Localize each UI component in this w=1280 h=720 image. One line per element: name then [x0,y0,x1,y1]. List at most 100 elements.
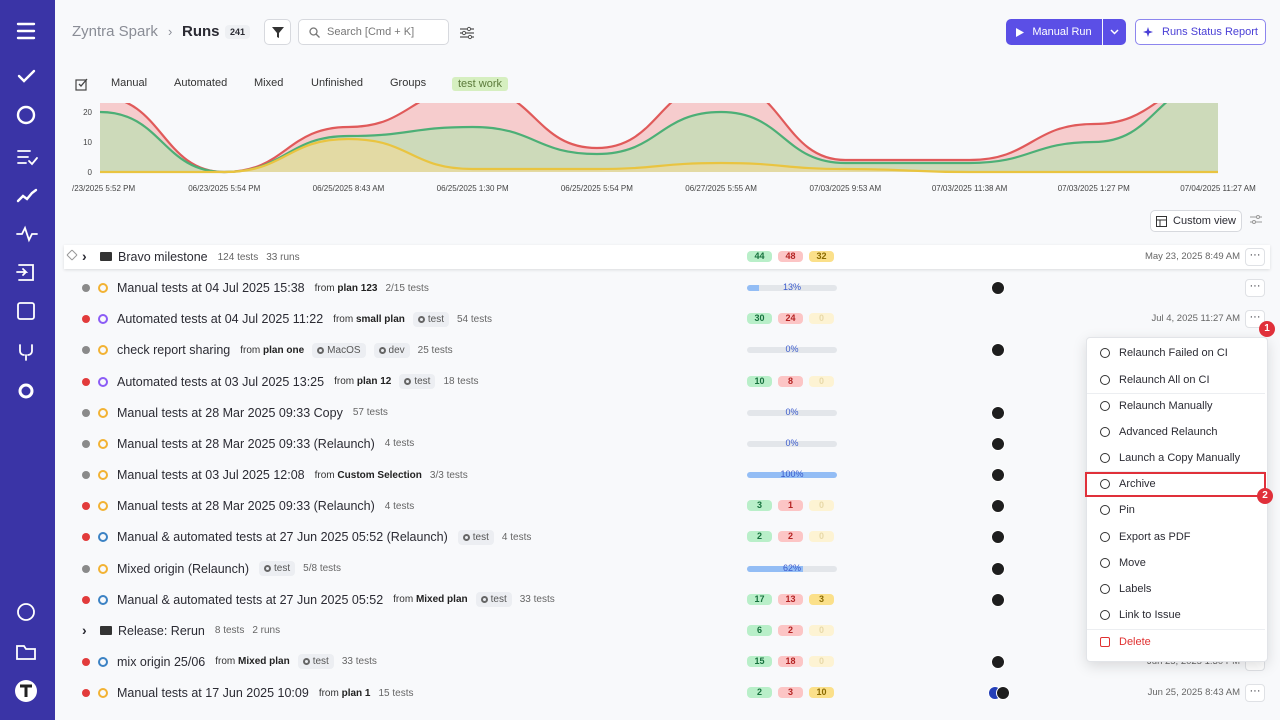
menu-divider [1087,629,1265,630]
settings-icon[interactable] [18,383,34,399]
run-name[interactable]: Manual tests at 28 Mar 2025 09:33 Copy [117,405,343,420]
assignee-avatar[interactable] [991,561,1005,576]
progress-label: 100% [780,469,804,480]
run-name[interactable]: Release: Rerun [118,623,205,638]
highlight-box [1085,472,1266,497]
run-name[interactable]: Manual tests at 28 Mar 2025 09:33 (Relau… [117,499,375,514]
status-count: 0 [809,313,834,325]
assignee-avatar[interactable] [991,468,1005,483]
columns-settings-icon[interactable] [1250,214,1262,226]
expand-chevron[interactable]: › [82,621,87,638]
custom-view-button[interactable]: Custom view [1150,210,1242,232]
test-count: 4 tests [384,500,415,512]
assignee-avatar[interactable] [991,530,1005,545]
plan-name: plan one [263,344,305,356]
assignee-avatar[interactable] [991,436,1005,451]
row-actions[interactable]: ··· [1245,684,1265,703]
status-count: 13 [778,593,803,605]
y-tick-label: 20 [83,108,92,117]
step-badge: 2 [1257,488,1273,504]
tag-icon [480,596,488,604]
menu-icon[interactable] [16,22,36,40]
menu-item[interactable]: Labels [1100,579,1151,599]
tab[interactable]: Manual [111,77,148,89]
run-name[interactable]: Automated tests at 04 Jul 2025 11:22 [117,312,324,327]
run-name[interactable]: Manual & automated tests at 27 Jun 2025 … [117,530,448,545]
row-actions[interactable]: ··· [1245,279,1265,298]
menu-item[interactable]: Move [1100,553,1146,573]
filter-button[interactable] [264,19,291,45]
pulse-icon[interactable] [16,225,38,243]
assignee-avatar[interactable] [991,592,1005,607]
assignee-avatar[interactable] [991,405,1005,420]
view-settings-icon[interactable] [460,26,474,40]
tag-icon [417,315,425,323]
run-name[interactable]: mix origin 25/06 [117,654,206,669]
run-name[interactable]: Manual tests at 04 Jul 2025 15:38 [117,281,305,296]
test-count: 18 tests [443,376,479,388]
folder-icon[interactable] [16,645,36,660]
caret-icon [1110,29,1119,35]
test-count: 25 tests [417,344,453,356]
assignee-avatar[interactable] [996,686,1010,701]
search-box[interactable]: Search [Cmd + K] [298,19,449,45]
breadcrumb-workspace[interactable]: Zyntra Spark [72,23,158,40]
search-icon [309,26,320,38]
menu-item[interactable]: Export as PDF [1100,527,1191,547]
status-dot [82,408,90,417]
plans-icon[interactable] [17,150,38,166]
plan-name: small plan [355,313,405,325]
status-count: 8 [778,375,803,387]
tag: test [297,654,334,670]
menu-item[interactable]: Relaunch Failed on CI [1100,343,1228,363]
menu-item[interactable]: Delete [1100,632,1151,652]
select-icon[interactable] [75,77,89,91]
tab[interactable]: Mixed [254,77,284,89]
row-actions[interactable]: ··· [1245,248,1265,266]
help-icon[interactable] [17,603,35,621]
status-report-label: Runs Status Report [1162,26,1258,38]
sidebar-icons [15,22,38,702]
menu-item[interactable]: Relaunch Manually [1100,396,1213,416]
x-tick-label: 07/04/2025 11:27 AM [1180,184,1256,193]
import-icon[interactable] [16,264,34,281]
manual-run-button[interactable]: Manual Run [1006,19,1102,45]
branch-icon[interactable] [19,344,33,361]
tab[interactable]: Groups [390,77,427,89]
assignee-avatar[interactable] [991,343,1005,358]
run-name[interactable]: Manual tests at 17 Jun 2025 10:09 [117,686,309,701]
test-count: 4 tests [384,438,415,450]
expand-chevron[interactable]: › [82,248,87,264]
check-icon[interactable] [17,69,36,83]
run-count: 2 runs [252,625,281,637]
run-name[interactable]: Bravo milestone [118,250,208,264]
run-name[interactable]: Manual & automated tests at 27 Jun 2025 … [117,592,384,607]
menu-item[interactable]: Archive [1100,474,1156,494]
assignee-avatar[interactable] [991,499,1005,514]
tab[interactable]: Unfinished [311,77,363,89]
run-name[interactable]: Mixed origin (Relaunch) [117,561,250,576]
plan-name: plan 12 [356,376,392,388]
menu-item[interactable]: Relaunch All on CI [1100,370,1210,390]
run-name[interactable]: check report sharing [117,343,231,358]
run-name[interactable]: Manual tests at 03 Jul 2025 12:08 [117,468,305,483]
report-icon[interactable] [17,302,35,320]
status-count: 44 [747,251,772,262]
menu-label: Relaunch Failed on CI [1119,347,1228,359]
run-name[interactable]: Manual tests at 28 Mar 2025 09:33 (Relau… [117,436,375,451]
run-name[interactable]: Automated tests at 03 Jul 2025 13:25 [117,374,325,389]
label-chip[interactable]: test work [452,77,509,91]
status-report-button[interactable]: Runs Status Report [1135,19,1266,45]
manual-run-dropdown[interactable] [1103,19,1126,45]
runs-icon[interactable] [16,105,36,125]
menu-item[interactable]: Advanced Relaunch [1100,422,1217,442]
menu-item[interactable]: Pin [1100,500,1135,520]
menu-item[interactable]: Launch a Copy Manually [1100,448,1240,468]
assignee-avatar[interactable] [991,654,1005,669]
trend-icon[interactable] [16,188,38,203]
menu-item[interactable]: Link to Issue [1100,605,1181,625]
assignee-avatar[interactable] [991,281,1005,296]
run-type-icon [98,314,108,325]
x-tick-label: 07/03/2025 11:38 AM [932,184,1008,193]
tab[interactable]: Automated [174,77,228,89]
